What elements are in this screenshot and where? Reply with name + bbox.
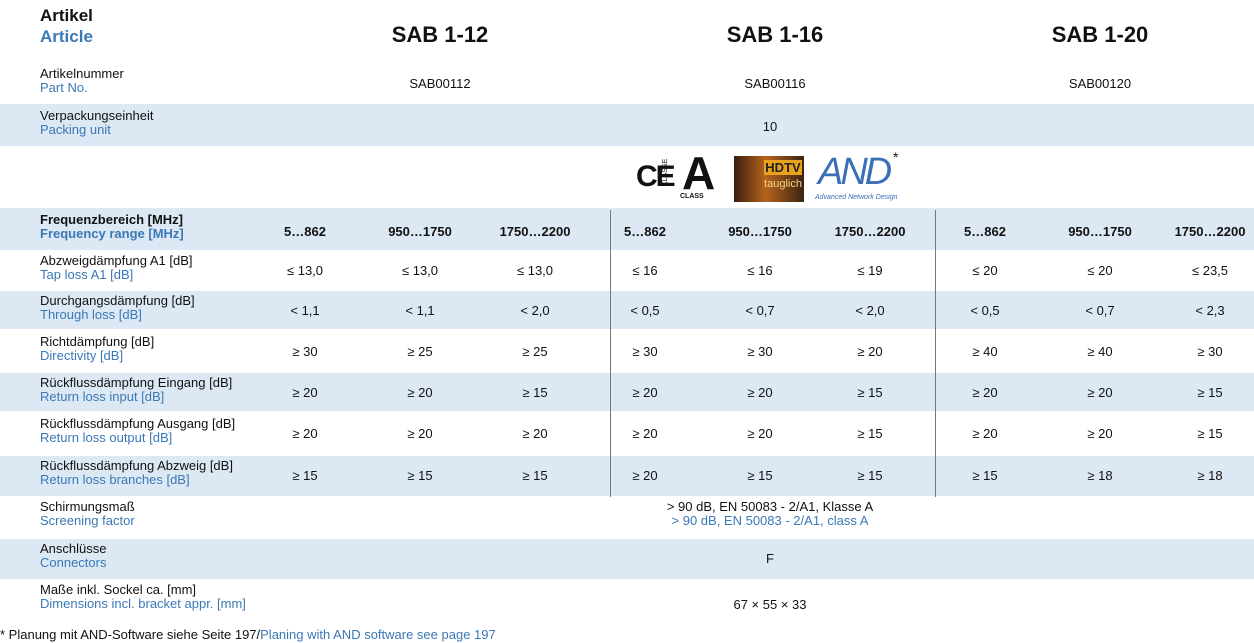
part-number: SAB00112	[330, 76, 550, 91]
row-label-de: Durchgangsdämpfung [dB]	[40, 293, 195, 308]
spec-value: ≥ 18	[1100, 468, 1254, 483]
row-band	[0, 104, 1254, 146]
footnote-en: Planing with AND software see page 197	[260, 627, 496, 642]
spec-value: ≥ 15	[1100, 426, 1254, 441]
row-label-en: Part No.	[40, 80, 88, 95]
product-name: SAB 1-20	[990, 22, 1210, 47]
row-label-en: Connectors	[40, 555, 106, 570]
spec-value: ≥ 15	[1100, 385, 1254, 400]
class-letter: A	[682, 150, 715, 196]
row-label-en: Dimensions incl. bracket appr. [mm]	[40, 596, 246, 611]
row-label-en: Return loss input [dB]	[40, 389, 164, 404]
header-label-en: Article	[40, 27, 93, 47]
row-label-en: Tap loss A1 [dB]	[40, 267, 133, 282]
tauglich-text: tauglich	[764, 177, 802, 192]
class-text: CLASS	[680, 193, 704, 201]
dimensions-value: 67 × 55 × 33	[660, 597, 880, 612]
row-band	[0, 539, 1254, 579]
footnote-de: * Planung mit AND-Software siehe Seite 1…	[0, 627, 260, 642]
row-label-de: Maße inkl. Sockel ca. [mm]	[40, 582, 196, 597]
part-number: SAB00116	[665, 76, 885, 91]
part-number: SAB00120	[990, 76, 1210, 91]
row-label-en: Through loss [dB]	[40, 307, 142, 322]
row-label-en: Frequency range [MHz]	[40, 226, 184, 241]
footnote: * Planung mit AND-Software siehe Seite 1…	[0, 627, 496, 642]
spec-value: ≥ 30	[1100, 344, 1254, 359]
row-label-en: Return loss output [dB]	[40, 430, 172, 445]
connectors-value: F	[660, 551, 880, 566]
header-label-de: Artikel	[40, 6, 93, 26]
row-label-de: Richtdämpfung [dB]	[40, 334, 154, 349]
spec-value: < 2,3	[1100, 303, 1254, 318]
screening-value-de: > 90 dB, EN 50083 - 2/A1, Klasse A	[660, 499, 880, 514]
row-label-en: Return loss branches [dB]	[40, 472, 190, 487]
product-name: SAB 1-12	[330, 22, 550, 47]
asterisk: *	[893, 150, 898, 165]
frequency-range: 1750…2200	[1100, 224, 1254, 239]
screening-value-en: > 90 dB, EN 50083 - 2/A1, class A	[660, 513, 880, 528]
packing-value: 10	[660, 119, 880, 134]
row-label-de: Verpackungseinheit	[40, 108, 153, 123]
row-label-de: Artikelnummer	[40, 66, 124, 81]
hdtv-text: HDTV	[764, 160, 802, 175]
spec-value: ≤ 23,5	[1100, 263, 1254, 278]
product-name: SAB 1-16	[665, 22, 885, 47]
row-label-de: Schirmungsmaß	[40, 499, 135, 514]
row-label-de: Anschlüsse	[40, 541, 106, 556]
klasse-text: KLASSE	[662, 159, 669, 186]
row-label-de: Frequenzbereich [MHz]	[40, 212, 183, 227]
row-label-en: Directivity [dB]	[40, 348, 123, 363]
hdtv-logo: HDTV tauglich	[734, 156, 804, 202]
row-label-de: Abzweigdämpfung A1 [dB]	[40, 253, 193, 268]
row-label-en: Packing unit	[40, 122, 111, 137]
row-label-en: Screening factor	[40, 513, 135, 528]
and-subtitle: Advanced Network Design	[815, 194, 898, 202]
page: CE KLASSE A CLASS HDTV tauglich AND Adva…	[0, 0, 1254, 643]
and-logo: AND	[818, 152, 889, 192]
